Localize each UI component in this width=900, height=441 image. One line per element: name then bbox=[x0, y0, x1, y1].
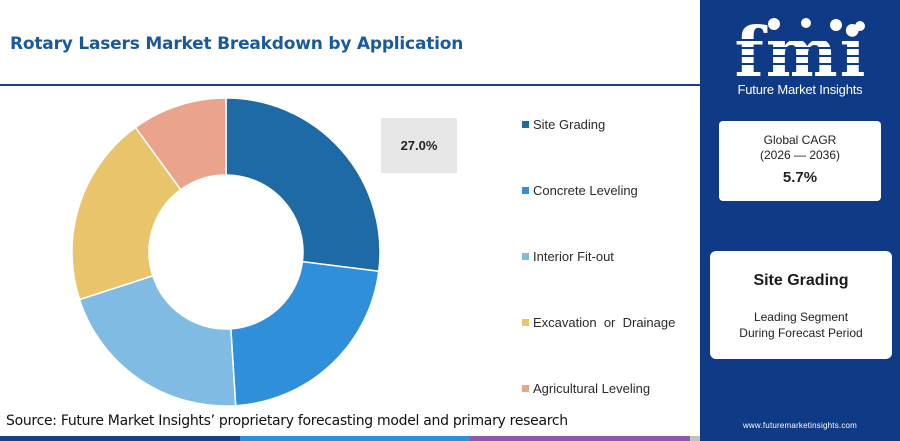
fmi-logo: fmi bbox=[728, 14, 874, 93]
rule-segment bbox=[0, 436, 240, 441]
highlight-value-box: 27.0% bbox=[381, 118, 457, 173]
website-url: www.futuremarketinsights.com bbox=[742, 421, 858, 430]
legend-swatch bbox=[522, 252, 529, 260]
legend-swatch bbox=[522, 120, 529, 128]
logo-stripes bbox=[728, 39, 874, 65]
donut-slice-excavation-or-drainage bbox=[71, 126, 182, 301]
donut-slice-concrete-leveling bbox=[230, 260, 380, 407]
donut-slice-agricultural-leveling bbox=[134, 97, 227, 191]
legend-swatch bbox=[522, 384, 529, 392]
legend-item-concrete-leveling: Concrete Leveling bbox=[522, 182, 638, 198]
leading-segment-card: Site Grading Leading Segment During Fore… bbox=[710, 251, 892, 359]
leading-segment-desc-2: During Forecast Period bbox=[739, 326, 863, 340]
rule-segment bbox=[690, 436, 700, 441]
cagr-label: Global CAGR bbox=[763, 133, 837, 147]
footer-color-rule bbox=[0, 436, 700, 441]
legend-label: Agricultural Leveling bbox=[533, 380, 651, 396]
donut-slice-interior-fit-out bbox=[78, 274, 237, 407]
legend-label: Site Grading bbox=[533, 116, 606, 132]
sidebar-panel bbox=[700, 0, 900, 441]
legend-swatch bbox=[522, 186, 529, 194]
legend-item-agricultural-leveling: Agricultural Leveling bbox=[522, 380, 650, 396]
donut-chart bbox=[71, 97, 381, 407]
globe-icon bbox=[768, 18, 865, 31]
source-note: Source: Future Market Insights’ propriet… bbox=[6, 413, 568, 429]
leading-segment-desc-1: Leading Segment bbox=[753, 310, 849, 324]
legend-item-excavation-or-drainage: Excavation or Drainage bbox=[522, 314, 675, 330]
chart-title: Rotary Lasers Market Breakdown by Applic… bbox=[10, 34, 464, 54]
legend-label: Concrete Leveling bbox=[533, 182, 638, 198]
brand-tagline: Future Market Insights bbox=[737, 82, 863, 97]
fmi-logo-text: fmi bbox=[734, 14, 867, 93]
legend-item-site-grading: Site Grading bbox=[522, 116, 605, 132]
legend-label: Interior Fit-out bbox=[533, 248, 614, 264]
rule-segment bbox=[240, 436, 470, 441]
cagr-period: (2026 — 2036) bbox=[759, 148, 841, 162]
donut-slice-site-grading bbox=[225, 97, 381, 273]
legend-swatch bbox=[522, 318, 529, 326]
legend-item-interior-fit-out: Interior Fit-out bbox=[522, 248, 614, 264]
rule-segment bbox=[470, 436, 690, 441]
legend-label: Excavation or Drainage bbox=[533, 314, 676, 330]
title-divider bbox=[0, 84, 700, 86]
cagr-value: 5.7% bbox=[782, 169, 818, 186]
leading-segment-name: Site Grading bbox=[753, 272, 849, 289]
cagr-card: Global CAGR (2026 — 2036) 5.7% bbox=[719, 121, 881, 201]
